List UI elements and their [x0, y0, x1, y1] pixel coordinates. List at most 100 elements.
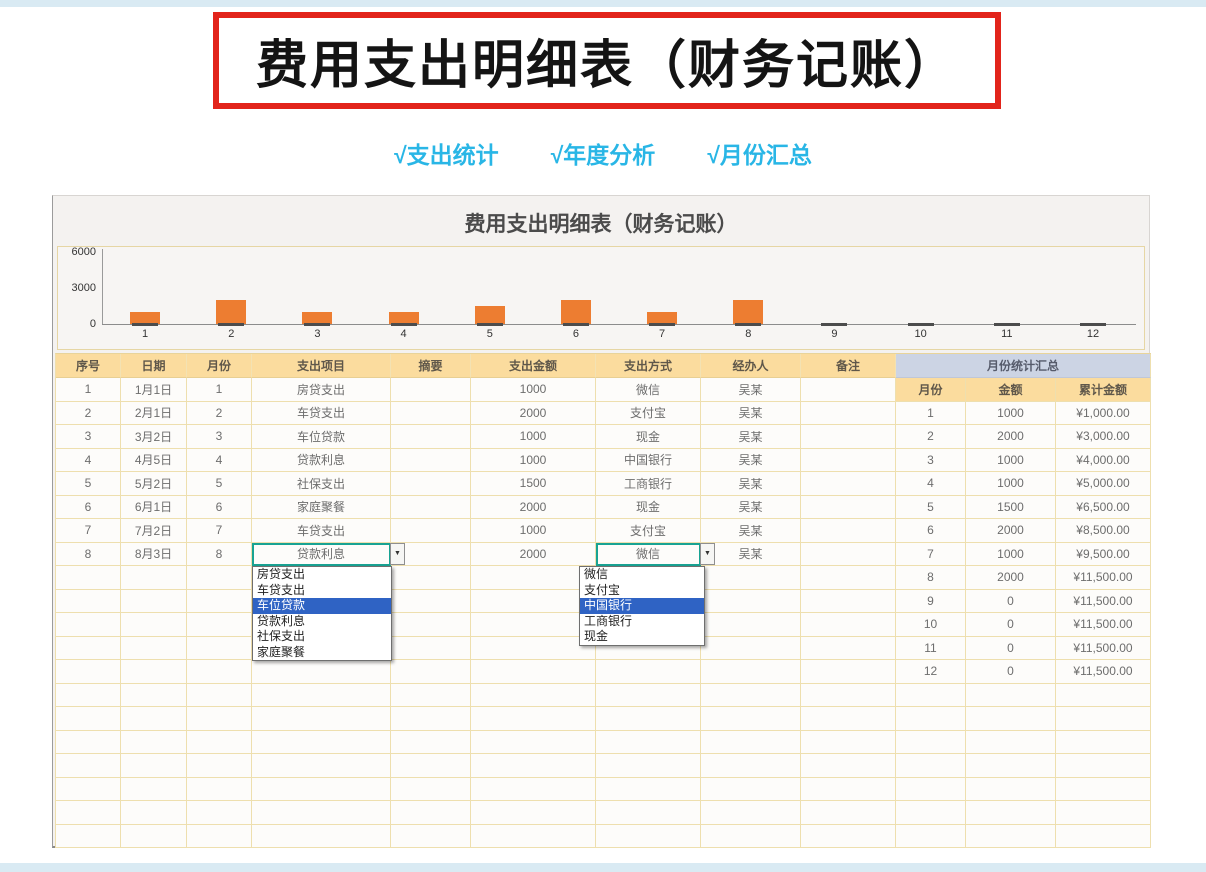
summary-cell[interactable]: 9	[896, 589, 966, 613]
cell-handler[interactable]: 吴某	[701, 495, 801, 519]
summary-cell[interactable]: 2	[896, 425, 966, 449]
summary-cell[interactable]: ¥4,000.00	[1056, 448, 1151, 472]
cell-item[interactable]: 家庭聚餐	[252, 495, 391, 519]
empty-cell[interactable]	[56, 660, 121, 684]
empty-cell[interactable]	[56, 754, 121, 778]
empty-cell[interactable]	[966, 730, 1056, 754]
empty-cell[interactable]	[896, 683, 966, 707]
empty-cell[interactable]	[471, 777, 596, 801]
summary-cell[interactable]: ¥1,000.00	[1056, 401, 1151, 425]
summary-cell[interactable]: 1000	[966, 542, 1056, 566]
empty-cell[interactable]	[121, 660, 187, 684]
summary-cell[interactable]: ¥11,500.00	[1056, 566, 1151, 590]
cell-date[interactable]: 8月3日	[121, 542, 187, 566]
empty-cell[interactable]	[966, 683, 1056, 707]
cell-item[interactable]: 贷款利息 ▼	[252, 542, 405, 566]
empty-cell[interactable]	[187, 754, 252, 778]
cell-note[interactable]	[801, 425, 896, 449]
summary-cell[interactable]: ¥5,000.00	[1056, 472, 1151, 496]
summary-cell[interactable]: 0	[966, 613, 1056, 637]
cell-month[interactable]: 8	[187, 542, 252, 566]
dropdown-option[interactable]: 现金	[584, 629, 609, 643]
cell-item[interactable]: 车位贷款	[252, 425, 391, 449]
empty-cell[interactable]	[391, 801, 471, 825]
empty-cell[interactable]	[187, 613, 252, 637]
summary-cell[interactable]: 10	[896, 613, 966, 637]
empty-cell[interactable]	[701, 613, 801, 637]
cell-amount[interactable]: 1000	[471, 425, 596, 449]
empty-cell[interactable]	[596, 707, 701, 731]
empty-cell[interactable]	[56, 824, 121, 848]
empty-cell[interactable]	[391, 566, 471, 590]
cell-abstract[interactable]	[391, 425, 471, 449]
empty-cell[interactable]	[471, 707, 596, 731]
summary-cell[interactable]: 1000	[966, 448, 1056, 472]
empty-cell[interactable]	[187, 730, 252, 754]
cell-amount[interactable]: 1000	[471, 519, 596, 543]
empty-cell[interactable]	[701, 824, 801, 848]
empty-cell[interactable]	[252, 754, 391, 778]
empty-cell[interactable]	[701, 636, 801, 660]
cell-amount[interactable]: 1000	[471, 448, 596, 472]
empty-cell[interactable]	[121, 636, 187, 660]
empty-cell[interactable]	[801, 636, 896, 660]
dropdown-option[interactable]: 微信	[584, 567, 609, 581]
empty-cell[interactable]	[596, 683, 701, 707]
cell-no[interactable]: 3	[56, 425, 121, 449]
cell-method[interactable]: 微信 ▼	[596, 542, 715, 566]
empty-cell[interactable]	[471, 730, 596, 754]
empty-cell[interactable]	[1056, 824, 1151, 848]
cell-abstract[interactable]	[391, 542, 471, 566]
cell-item[interactable]: 车贷支出	[252, 519, 391, 543]
empty-cell[interactable]	[801, 824, 896, 848]
empty-cell[interactable]	[56, 566, 121, 590]
cell-no[interactable]: 4	[56, 448, 121, 472]
empty-cell[interactable]	[596, 754, 701, 778]
dropdown-option[interactable]: 房贷支出	[257, 567, 306, 581]
cell-no[interactable]: 7	[56, 519, 121, 543]
empty-cell[interactable]	[701, 707, 801, 731]
summary-cell[interactable]: 1	[896, 401, 966, 425]
empty-cell[interactable]	[187, 589, 252, 613]
empty-cell[interactable]	[896, 707, 966, 731]
cell-abstract[interactable]	[391, 401, 471, 425]
cell-month[interactable]: 6	[187, 495, 252, 519]
empty-cell[interactable]	[56, 613, 121, 637]
cell-month[interactable]: 1	[187, 378, 252, 402]
empty-cell[interactable]	[252, 730, 391, 754]
empty-cell[interactable]	[121, 824, 187, 848]
empty-cell[interactable]	[801, 683, 896, 707]
summary-cell[interactable]: 8	[896, 566, 966, 590]
empty-cell[interactable]	[701, 730, 801, 754]
empty-cell[interactable]	[391, 777, 471, 801]
empty-cell[interactable]	[471, 636, 596, 660]
empty-cell[interactable]	[187, 777, 252, 801]
empty-cell[interactable]	[896, 801, 966, 825]
summary-cell[interactable]: 6	[896, 519, 966, 543]
empty-cell[interactable]	[596, 824, 701, 848]
cell-note[interactable]	[801, 448, 896, 472]
summary-cell[interactable]: 7	[896, 542, 966, 566]
empty-cell[interactable]	[701, 683, 801, 707]
summary-cell[interactable]: 2000	[966, 425, 1056, 449]
cell-method[interactable]: 现金	[596, 495, 701, 519]
empty-cell[interactable]	[187, 683, 252, 707]
empty-cell[interactable]	[801, 707, 896, 731]
summary-cell[interactable]: 1000	[966, 401, 1056, 425]
cell-handler[interactable]: 吴某	[701, 542, 801, 566]
empty-cell[interactable]	[187, 636, 252, 660]
summary-cell[interactable]: 2000	[966, 566, 1056, 590]
cell-no[interactable]: 8	[56, 542, 121, 566]
cell-date[interactable]: 2月1日	[121, 401, 187, 425]
empty-cell[interactable]	[471, 683, 596, 707]
cell-date[interactable]: 1月1日	[121, 378, 187, 402]
empty-cell[interactable]	[391, 683, 471, 707]
dropdown-option[interactable]: 工商银行	[584, 613, 633, 628]
empty-cell[interactable]	[121, 754, 187, 778]
dropdown-arrow-button[interactable]: ▼	[390, 542, 405, 565]
cell-note[interactable]	[801, 542, 896, 566]
cell-date[interactable]: 7月2日	[121, 519, 187, 543]
summary-cell[interactable]: ¥11,500.00	[1056, 613, 1151, 637]
cell-handler[interactable]: 吴某	[701, 519, 801, 543]
empty-cell[interactable]	[252, 683, 391, 707]
